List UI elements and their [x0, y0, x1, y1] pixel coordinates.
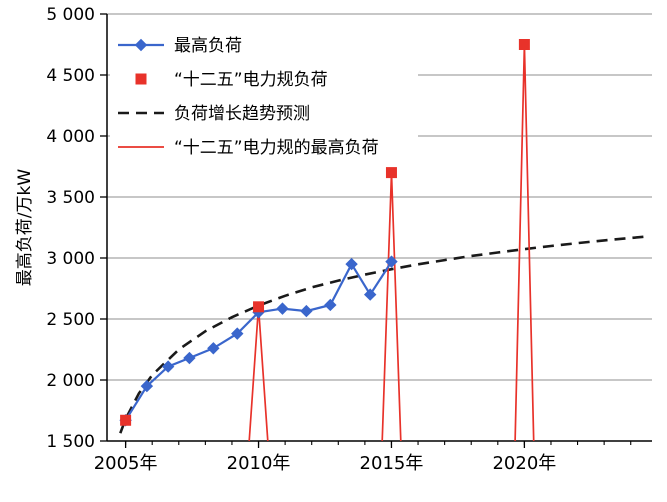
- y-tick-label: 4 500: [46, 66, 95, 86]
- diamond-marker: [207, 342, 220, 355]
- diamond-marker: [276, 302, 289, 315]
- legend-background: [110, 27, 418, 165]
- y-tick-label: 2 500: [46, 310, 95, 330]
- legend-item-max-load: 最高负荷: [118, 36, 242, 56]
- square-marker: [253, 301, 265, 313]
- series-line: [381, 172, 402, 442]
- series-max-load: [119, 255, 398, 427]
- y-tick-label: 3 000: [46, 249, 95, 269]
- legend-label: 最高负荷: [174, 36, 242, 56]
- legend-label: 负荷增长趋势预测: [174, 104, 310, 124]
- diamond-marker: [324, 298, 337, 312]
- legend-item-trend-forecast: 负荷增长趋势预测: [118, 104, 310, 124]
- diamond-marker: [363, 288, 377, 301]
- x-tick-label: 2010年: [227, 453, 291, 474]
- diamond-marker: [300, 304, 313, 318]
- legend-item-plan-load: “十二五”电力规负荷: [135, 70, 328, 90]
- square-marker: [518, 39, 530, 50]
- square-marker: [135, 73, 147, 85]
- series-line: [514, 44, 535, 442]
- y-tick-label: 3 500: [46, 188, 95, 208]
- series-trend-forecast: [119, 235, 650, 434]
- y-axis-label: 最高负荷/万kW: [15, 169, 35, 287]
- legend-label: “十二五”电力规负荷: [174, 70, 328, 90]
- x-tick-label: 2005年: [94, 453, 158, 474]
- diamond-marker: [183, 351, 196, 365]
- square-marker: [120, 414, 132, 426]
- legend-label: “十二五”电力规的最高负荷: [174, 138, 379, 158]
- diamond-marker: [161, 360, 175, 373]
- y-tick-label: 5 000: [46, 5, 95, 25]
- series-line: [124, 261, 393, 421]
- x-tick-label: 2015年: [360, 453, 424, 474]
- y-tick-label: 1 500: [46, 432, 95, 452]
- diamond-marker: [140, 379, 154, 393]
- y-tick-label: 4 000: [46, 127, 95, 147]
- diamond-marker: [134, 38, 148, 52]
- y-tick-label: 2 000: [46, 371, 95, 391]
- diamond-marker: [231, 327, 244, 340]
- series-line: [248, 306, 269, 442]
- diamond-marker: [345, 257, 358, 271]
- series-line: [119, 235, 650, 434]
- square-marker: [385, 167, 397, 179]
- diamond-marker: [385, 255, 398, 268]
- series-plan-load: [120, 39, 530, 426]
- legend-item-plan-peak-spikes: “十二五”电力规的最高负荷: [118, 138, 379, 158]
- x-tick-label: 2020年: [492, 453, 556, 474]
